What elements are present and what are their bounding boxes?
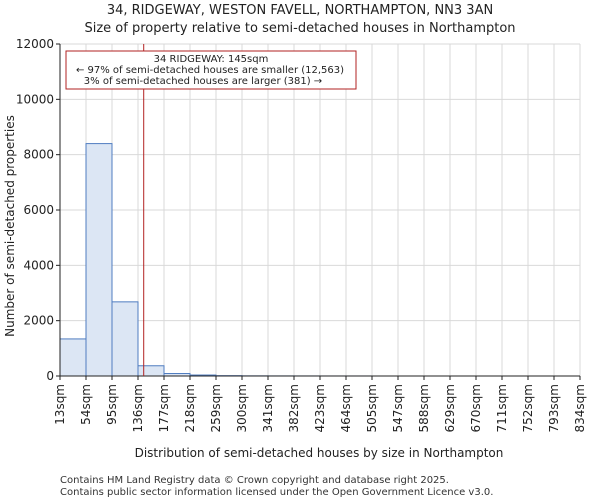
x-tick-label-8: 341sqm <box>261 384 275 432</box>
y-tick-label-1: 2000 <box>23 314 54 328</box>
y-tick-label-6: 12000 <box>16 37 54 51</box>
x-tick-label-17: 711sqm <box>495 384 509 432</box>
x-tick-label-13: 547sqm <box>391 384 405 432</box>
x-tick-label-2: 95sqm <box>105 384 119 425</box>
x-tick-label-19: 793sqm <box>547 384 561 432</box>
bar-54sqm <box>85 143 113 377</box>
y-tick-label-3: 6000 <box>23 203 54 217</box>
x-tick-label-7: 300sqm <box>235 384 249 432</box>
x-tick-label-20: 834sqm <box>573 384 587 432</box>
y-axis-label: Number of semi-detached properties <box>3 115 17 337</box>
annotation-line-1: 34 RIDGEWAY: 145sqm <box>154 54 269 65</box>
x-tick-label-0: 13sqm <box>53 384 67 425</box>
y-ticks: 0 2000 4000 6000 8000 10000 12000 <box>16 37 60 383</box>
x-tick-label-4: 177sqm <box>157 384 171 432</box>
y-tick-label-5: 10000 <box>16 92 54 106</box>
footer-line-1: Contains HM Land Registry data © Crown c… <box>60 475 449 486</box>
annotation-line-3: 3% of semi-detached houses are larger (3… <box>84 76 322 87</box>
annotation-box <box>65 50 357 90</box>
bar-95sqm <box>111 301 139 377</box>
bar-136sqm <box>137 365 165 377</box>
bars <box>59 143 373 377</box>
x-tick-label-15: 629sqm <box>443 384 457 432</box>
x-axis-label: Distribution of semi-detached houses by … <box>135 446 504 460</box>
x-tick-label-14: 588sqm <box>417 384 431 432</box>
annotation-line-2: ← 97% of semi-detached houses are smalle… <box>76 65 344 76</box>
x-tick-label-3: 136sqm <box>131 384 145 432</box>
x-ticks: 13sqm 54sqm 95sqm 136sqm 177sqm 218sqm 259sqm 3… <box>53 376 587 432</box>
x-tick-label-6: 259sqm <box>209 384 223 432</box>
grid <box>59 43 581 377</box>
x-tick-label-11: 464sqm <box>339 384 353 432</box>
x-tick-label-1: 54sqm <box>79 384 93 425</box>
x-tick-label-18: 752sqm <box>521 384 535 432</box>
x-tick-label-16: 670sqm <box>469 384 483 432</box>
x-tick-label-10: 423sqm <box>313 384 327 432</box>
y-tick-label-4: 8000 <box>23 148 54 162</box>
chart-subtitle: Size of property relative to semi-detach… <box>84 21 515 36</box>
y-tick-label-2: 4000 <box>23 258 54 272</box>
x-tick-label-12: 505sqm <box>365 384 379 432</box>
chart-title: 34, RIDGEWAY, WESTON FAVELL, NORTHAMPTON… <box>107 3 493 18</box>
y-tick-label-0: 0 <box>46 369 54 383</box>
footer-line-2: Contains public sector information licen… <box>60 487 493 498</box>
bar-13sqm <box>59 338 87 377</box>
x-tick-label-9: 382sqm <box>287 384 301 432</box>
x-tick-label-5: 218sqm <box>183 384 197 432</box>
